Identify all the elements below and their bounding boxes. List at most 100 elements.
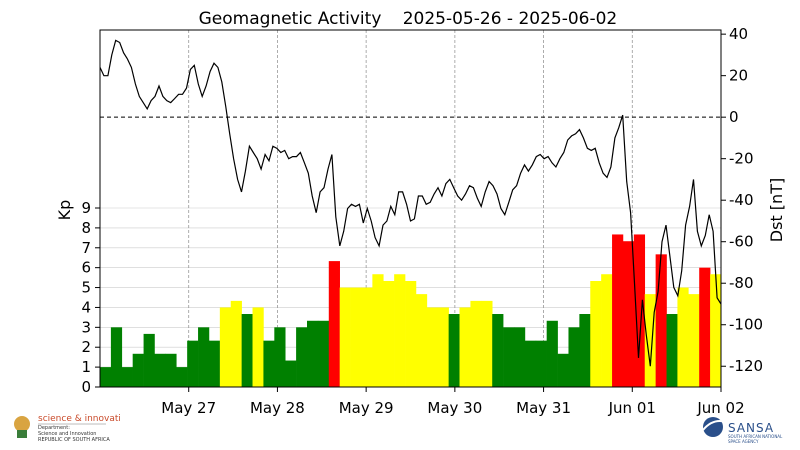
x-tick-label: May 31 bbox=[516, 399, 571, 417]
dst-tick-label: -120 bbox=[729, 357, 763, 375]
dsi-logo: science & innovation Department: Science… bbox=[14, 414, 120, 443]
kp-bar bbox=[437, 307, 449, 387]
svg-text:SANSA: SANSA bbox=[728, 421, 774, 435]
kp-bar bbox=[405, 280, 417, 387]
kp-bar bbox=[241, 314, 253, 387]
kp-bar bbox=[688, 294, 700, 387]
kp-bar bbox=[535, 340, 547, 387]
kp-tick-label: 4 bbox=[81, 298, 91, 316]
kp-bar bbox=[459, 307, 471, 387]
x-tick-label: May 28 bbox=[250, 399, 305, 417]
kp-bar bbox=[524, 340, 537, 387]
kp-bar bbox=[208, 340, 221, 387]
kp-bar bbox=[317, 320, 330, 387]
svg-text:Science and Innovation: Science and Innovation bbox=[38, 431, 96, 437]
kp-bar bbox=[710, 274, 722, 387]
kp-bar bbox=[176, 367, 188, 387]
dst-tick-label: -100 bbox=[729, 316, 763, 334]
kp-bar bbox=[633, 234, 646, 387]
kp-bar bbox=[219, 307, 232, 387]
kp-bar bbox=[470, 300, 482, 387]
kp-tick-label: 6 bbox=[81, 259, 91, 277]
kp-bar bbox=[165, 353, 177, 387]
kp-bar bbox=[350, 287, 362, 387]
kp-bar bbox=[121, 367, 133, 387]
kp-bar bbox=[590, 280, 602, 387]
x-tick-label: May 29 bbox=[339, 399, 394, 417]
kp-bar bbox=[666, 314, 678, 387]
kp-tick-label: 5 bbox=[81, 279, 91, 297]
dst-tick-label: 20 bbox=[729, 67, 748, 85]
x-tick-label: May 30 bbox=[427, 399, 482, 417]
kp-bar bbox=[143, 333, 155, 387]
chart-date-range: 2025-05-26 - 2025-06-02 bbox=[403, 9, 618, 29]
dst-line bbox=[99, 39, 722, 367]
kp-bar bbox=[198, 327, 210, 387]
kp-bar bbox=[677, 287, 689, 387]
dst-tick-label: -80 bbox=[729, 274, 754, 292]
kp-bar bbox=[622, 241, 635, 387]
dst-tick-label: -20 bbox=[729, 150, 754, 168]
kp-tick-label: 1 bbox=[81, 358, 91, 376]
kp-bar bbox=[100, 367, 112, 387]
kp-bar bbox=[415, 294, 428, 387]
kp-tick-label: 3 bbox=[81, 318, 91, 336]
kp-bar bbox=[394, 274, 406, 387]
kp-bar bbox=[612, 234, 624, 387]
x-tick-label: Jun 01 bbox=[608, 399, 656, 417]
kp-bar bbox=[503, 327, 515, 387]
dst-tick-label: -40 bbox=[729, 191, 754, 209]
kp-tick-label: 9 bbox=[81, 199, 91, 217]
kp-tick-label: 2 bbox=[81, 338, 91, 356]
kp-bar bbox=[372, 274, 384, 387]
dst-tick-label: 0 bbox=[729, 108, 739, 126]
kp-tick-label: 8 bbox=[81, 219, 91, 237]
kp-bar bbox=[187, 340, 199, 387]
axes: 0 1 2 3 45 6 7 8 9 -120 -100 -80 -60 -40 -20 0 20 40 May 2… bbox=[81, 25, 763, 417]
kp-bar bbox=[263, 340, 275, 387]
kp-bar bbox=[568, 327, 580, 387]
kp-bar bbox=[492, 314, 504, 387]
left-axis-label: Kp bbox=[55, 200, 74, 221]
svg-text:science & innovation: science & innovation bbox=[38, 414, 120, 424]
kp-bar bbox=[699, 267, 711, 387]
kp-bar bbox=[655, 254, 667, 387]
kp-bar bbox=[274, 327, 286, 387]
svg-text:SOUTH AFRICAN NATIONAL: SOUTH AFRICAN NATIONAL bbox=[728, 434, 783, 439]
kp-bar bbox=[132, 353, 144, 387]
coat-of-arms-icon bbox=[14, 416, 30, 432]
right-axis-label: Dst [nT] bbox=[767, 178, 786, 242]
kp-bar bbox=[110, 327, 123, 387]
svg-text:SPACE AGENCY: SPACE AGENCY bbox=[728, 439, 759, 444]
kp-bar bbox=[361, 287, 373, 387]
kp-bars bbox=[100, 234, 722, 387]
kp-bar bbox=[579, 314, 591, 387]
kp-bar bbox=[154, 353, 166, 387]
kp-bar bbox=[557, 353, 569, 387]
x-tick-label: May 27 bbox=[161, 399, 216, 417]
kp-bar bbox=[426, 307, 439, 387]
svg-text:Department:: Department: bbox=[38, 425, 70, 431]
chart-title: Geomagnetic Activity bbox=[199, 9, 382, 29]
dst-series-line bbox=[99, 39, 722, 367]
kp-bar bbox=[481, 300, 493, 387]
kp-bar bbox=[296, 327, 308, 387]
kp-bar bbox=[230, 300, 242, 387]
x-tick-label: Jun 02 bbox=[696, 399, 744, 417]
svg-text:REPUBLIC OF SOUTH AFRICA: REPUBLIC OF SOUTH AFRICA bbox=[38, 437, 110, 443]
kp-bar bbox=[546, 320, 558, 387]
kp-tick-label: 7 bbox=[81, 239, 91, 257]
kp-bar bbox=[514, 327, 526, 387]
kp-bar bbox=[448, 314, 460, 387]
kp-bar bbox=[383, 280, 395, 387]
kp-bar bbox=[601, 274, 613, 387]
sansa-logo: SANSA SOUTH AFRICAN NATIONAL SPACE AGENC… bbox=[702, 417, 783, 444]
kp-tick-label: 0 bbox=[81, 378, 91, 396]
kp-bar bbox=[644, 294, 656, 387]
kp-bar bbox=[339, 287, 351, 387]
kp-bar bbox=[252, 307, 264, 387]
kp-bar bbox=[307, 320, 319, 387]
dst-tick-label: 40 bbox=[729, 25, 748, 43]
dst-tick-label: -60 bbox=[729, 233, 754, 251]
coat-of-arms-shield-icon bbox=[17, 430, 27, 438]
